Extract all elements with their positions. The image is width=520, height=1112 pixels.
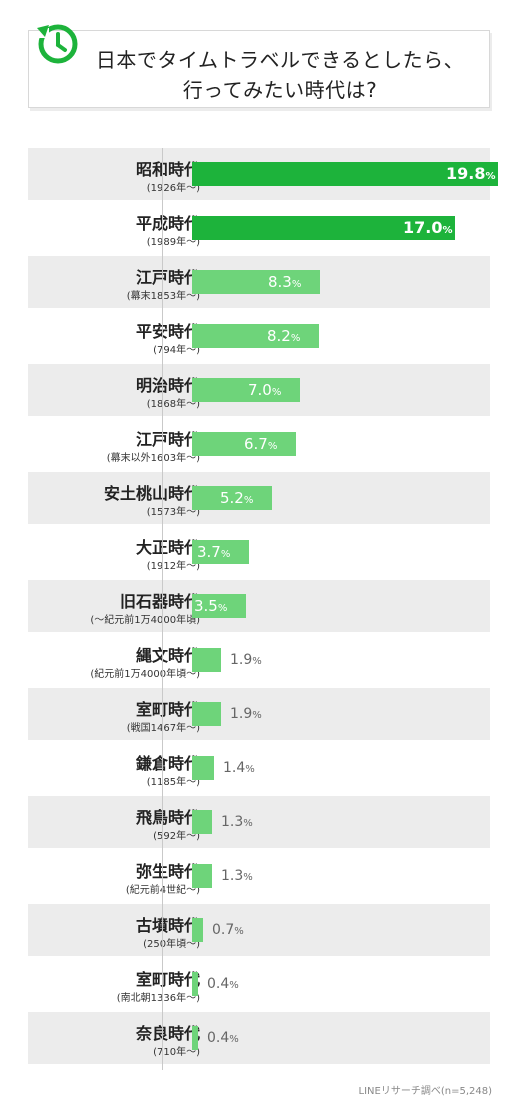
- chart-title-line1: 日本でタイムトラベルできるとしたら、: [95, 48, 465, 72]
- era-period: (1989年〜): [146, 237, 200, 248]
- era-name: 大正時代: [135, 538, 200, 557]
- bar-row: 室町時代 (戦国1467年〜) 1.9%: [28, 688, 490, 740]
- data-label: 17.0%: [403, 218, 453, 237]
- bar: [192, 972, 198, 996]
- data-label: 1.3%: [221, 814, 253, 830]
- bar: [192, 918, 203, 942]
- bar-row: 縄文時代 (紀元前1万4000年頃〜) 1.9%: [28, 634, 490, 686]
- era-name: 古墳時代: [135, 916, 200, 935]
- bar-row: 弥生時代(紀元前4世紀〜)1.3%: [28, 850, 490, 902]
- era-period: (〜紀元前1万4000年頃): [90, 615, 200, 626]
- era-name: 鎌倉時代: [135, 754, 200, 773]
- bar-row: 江戸時代 (幕末1853年〜) 8.3%: [28, 256, 490, 308]
- bar: [192, 702, 221, 726]
- era-period: (1573年〜): [146, 507, 200, 518]
- source-note: LINEリサーチ調べ(n=5,248): [358, 1086, 492, 1097]
- era-name: 室町時代: [135, 970, 200, 989]
- era-period: (紀元前1万4000年頃〜): [90, 669, 200, 680]
- data-label: 6.7%: [244, 435, 278, 453]
- era-period: (幕末1853年〜): [126, 291, 200, 302]
- bar-chart: 昭和時代 (1926年〜) 19.8% 平成時代 (1989年〜) 17.0% 江戸時代 (幕…: [28, 148, 498, 1066]
- era-period: (1185年〜): [146, 777, 200, 788]
- bar-row: 平成時代 (1989年〜) 17.0%: [28, 202, 490, 254]
- data-label: 1.9%: [230, 706, 262, 722]
- era-period: (戦国1467年〜): [126, 723, 200, 734]
- era-name: 奈良時代: [135, 1024, 200, 1043]
- data-label: 0.4%: [207, 976, 239, 992]
- time-travel-clock-icon: [37, 24, 78, 64]
- era-name: 縄文時代: [135, 646, 200, 665]
- era-period: (幕末以外1603年〜): [106, 453, 200, 464]
- bar: [192, 810, 212, 834]
- era-name: 旧石器時代: [119, 592, 200, 611]
- bar: [192, 324, 319, 348]
- data-label: 1.9%: [230, 652, 262, 668]
- bar: [192, 594, 246, 618]
- bar-row: 飛鳥時代 (592年〜) 1.3%: [28, 796, 490, 848]
- bar-row: 奈良時代 (710年〜) 0.4%: [28, 1012, 490, 1064]
- bar-row: 江戸時代 (幕末以外1603年〜) 6.7%: [28, 418, 490, 470]
- data-label: 19.8%: [446, 164, 496, 183]
- era-name: 弥生時代: [135, 862, 200, 881]
- bar: [192, 1026, 198, 1050]
- data-label: 0.4%: [207, 1030, 239, 1046]
- era-period: (1912年〜): [146, 561, 200, 572]
- bar-row: 室町時代 (南北朝1336年〜) 0.4%: [28, 958, 490, 1010]
- era-period: (794年〜): [153, 345, 200, 356]
- data-label: 7.0%: [248, 381, 282, 399]
- era-name: 江戸時代: [135, 430, 200, 449]
- data-label: 8.2%: [267, 327, 301, 345]
- chart-title-line2: 行ってみたい時代は?: [182, 78, 378, 102]
- bar-row: 古墳時代 (250年頃〜) 0.7%: [28, 904, 490, 956]
- bar: [192, 432, 296, 456]
- bar: [192, 162, 498, 186]
- bar: [192, 540, 249, 564]
- data-label: 3.7%: [197, 543, 231, 561]
- data-label: 8.3%: [268, 273, 302, 291]
- era-period: (250年頃〜): [143, 939, 200, 950]
- bar: [192, 756, 214, 780]
- bar: [192, 216, 455, 240]
- bar-row: 鎌倉時代 (1185年〜) 1.4%: [28, 742, 490, 794]
- era-name: 平安時代: [135, 322, 200, 341]
- title-box: [28, 30, 490, 108]
- era-period: (1868年〜): [146, 399, 200, 410]
- bar: [192, 864, 212, 888]
- data-label: 1.4%: [223, 760, 255, 776]
- bar-row: 昭和時代 (1926年〜) 19.8%: [28, 148, 498, 200]
- era-name: 室町時代: [135, 700, 200, 719]
- bar: [192, 486, 272, 510]
- data-label: 5.2%: [220, 489, 254, 507]
- era-name: 飛鳥時代: [135, 808, 200, 827]
- data-label: 0.7%: [212, 922, 244, 938]
- axis-divider: [162, 148, 163, 1070]
- bar-row: 大正時代 (1912年〜) 3.7%: [28, 526, 490, 578]
- era-name: 江戸時代: [135, 268, 200, 287]
- data-label: 1.3%: [221, 868, 253, 884]
- era-name: 昭和時代: [135, 160, 200, 179]
- era-period: (592年〜): [153, 831, 200, 842]
- bar-row: 平安時代 (794年〜) 8.2%: [28, 310, 490, 362]
- bar: [192, 378, 300, 402]
- era-period: (1926年〜): [146, 183, 200, 194]
- data-label: 3.5%: [194, 597, 228, 615]
- bar: [192, 648, 221, 672]
- bar-row: 安土桃山時代 (1573年〜) 5.2%: [28, 472, 490, 524]
- bar-row: 明治時代 (1868年〜) 7.0%: [28, 364, 490, 416]
- era-name: 平成時代: [135, 214, 200, 233]
- era-name: 安土桃山時代: [103, 484, 200, 503]
- era-period: (710年〜): [153, 1047, 200, 1058]
- bar: [192, 270, 320, 294]
- era-period: (南北朝1336年〜): [116, 993, 200, 1004]
- era-name: 明治時代: [135, 376, 200, 395]
- bar-row: 旧石器時代 (〜紀元前1万4000年頃) 3.5%: [28, 580, 490, 632]
